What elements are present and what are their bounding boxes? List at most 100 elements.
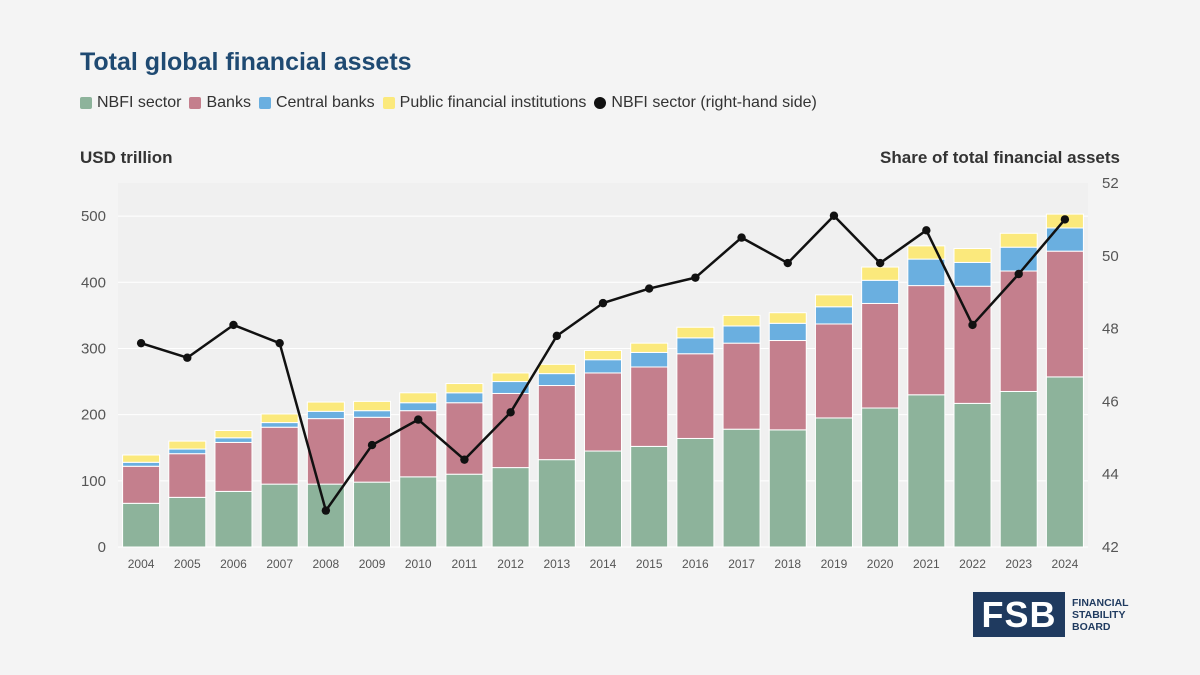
bar-public-financial-institutions-2012 bbox=[491, 372, 530, 383]
bar-nbfi-sector-2023 bbox=[999, 390, 1038, 548]
bar-nbfi-sector-2007 bbox=[260, 483, 299, 548]
legend-label-nbfi-rhs: NBFI sector (right-hand side) bbox=[611, 94, 817, 111]
bar-banks-2024 bbox=[1045, 250, 1084, 378]
nbfi-share-point-2011 bbox=[460, 455, 469, 464]
bar-public-financial-institutions-2020 bbox=[861, 266, 900, 281]
legend-item-central-banks[interactable]: Central banks bbox=[258, 94, 375, 112]
bar-public-financial-institutions-2013 bbox=[537, 363, 576, 375]
bar-central-banks-2005 bbox=[168, 448, 207, 455]
bar-nbfi-sector-2004 bbox=[122, 502, 161, 548]
bar-banks-2007 bbox=[260, 426, 299, 485]
left-axis-title: USD trillion bbox=[80, 148, 173, 167]
legend-swatch-central-banks bbox=[258, 97, 271, 109]
nbfi-share-point-2020 bbox=[875, 258, 885, 268]
bar-banks-2014 bbox=[584, 372, 622, 452]
logo-line-1: FINANCIAL bbox=[1072, 596, 1129, 609]
x-tick-label-2015: 2015 bbox=[636, 557, 663, 571]
y2-tick-label-42: 42 bbox=[1102, 539, 1119, 556]
bar-nbfi-sector-2005 bbox=[168, 496, 207, 548]
x-tick-label-2009: 2009 bbox=[359, 557, 386, 571]
bar-banks-2017 bbox=[722, 342, 761, 430]
nbfi-share-point-2021 bbox=[922, 226, 931, 235]
nbfi-share-point-2006 bbox=[229, 320, 238, 330]
y-tick-label-200: 200 bbox=[81, 407, 106, 424]
bar-public-financial-institutions-2018 bbox=[768, 312, 807, 324]
nbfi-share-point-2012 bbox=[506, 408, 515, 417]
logo-text: FINANCIAL STABILITY BOARD bbox=[1072, 597, 1129, 633]
bar-central-banks-2015 bbox=[630, 351, 669, 368]
x-tick-label-2005: 2005 bbox=[174, 557, 201, 571]
legend-label-nbfi: NBFI sector bbox=[97, 94, 182, 111]
bar-banks-2009 bbox=[353, 416, 392, 483]
x-tick-label-2021: 2021 bbox=[913, 557, 940, 571]
y-tick-label-100: 100 bbox=[81, 473, 106, 490]
y2-tick-label-50: 50 bbox=[1102, 248, 1119, 265]
bar-nbfi-sector-2021 bbox=[907, 394, 946, 548]
x-tick-label-2013: 2013 bbox=[543, 557, 570, 571]
y2-tick-label-46: 46 bbox=[1102, 393, 1119, 410]
chart-title: Total global financial assets bbox=[80, 48, 412, 76]
x-tick-label-2011: 2011 bbox=[452, 557, 478, 571]
bar-nbfi-sector-2016 bbox=[676, 437, 715, 548]
bar-central-banks-2004 bbox=[122, 461, 161, 467]
y2-tick-label-44: 44 bbox=[1102, 466, 1119, 483]
nbfi-share-point-2008 bbox=[321, 506, 331, 515]
fsb-logo: FSB FINANCIAL STABILITY BOARD bbox=[973, 592, 1129, 637]
legend: NBFI sector Banks Central banks Public f… bbox=[80, 94, 825, 112]
bar-public-financial-institutions-2017 bbox=[722, 314, 761, 327]
nbfi-share-point-2022 bbox=[968, 320, 977, 330]
bar-public-financial-institutions-2009 bbox=[353, 400, 392, 412]
x-tick-label-2016: 2016 bbox=[682, 557, 709, 571]
bar-central-banks-2006 bbox=[214, 437, 253, 443]
bar-banks-2021 bbox=[907, 285, 946, 396]
bar-nbfi-sector-2019 bbox=[814, 417, 853, 548]
legend-item-nbfi[interactable]: NBFI sector bbox=[80, 94, 181, 112]
bar-banks-2018 bbox=[768, 340, 807, 431]
x-tick-label-2024: 2024 bbox=[1052, 557, 1079, 571]
bar-banks-2015 bbox=[630, 366, 669, 447]
legend-item-nbfi-rhs[interactable]: NBFI sector (right-hand side) bbox=[594, 94, 817, 112]
nbfi-share-point-2018 bbox=[783, 258, 792, 268]
x-tick-label-2007: 2007 bbox=[266, 557, 293, 571]
x-tick-label-2023: 2023 bbox=[1005, 557, 1032, 571]
legend-swatch-public-fi bbox=[382, 97, 395, 109]
x-tick-label-2018: 2018 bbox=[774, 557, 801, 571]
nbfi-share-point-2004 bbox=[136, 338, 146, 348]
bar-public-financial-institutions-2022 bbox=[953, 248, 992, 263]
bar-nbfi-sector-2018 bbox=[768, 429, 807, 548]
nbfi-share-point-2009 bbox=[367, 440, 377, 450]
nbfi-share-point-2017 bbox=[737, 233, 746, 242]
x-tick-label-2004: 2004 bbox=[128, 557, 155, 571]
nbfi-share-point-2005 bbox=[183, 353, 192, 362]
bar-nbfi-sector-2006 bbox=[214, 490, 253, 548]
bar-public-financial-institutions-2014 bbox=[584, 349, 622, 361]
bar-banks-2020 bbox=[861, 302, 900, 409]
bar-nbfi-sector-2020 bbox=[861, 407, 900, 548]
logo-mark: FSB bbox=[973, 592, 1065, 637]
x-tick-label-2022: 2022 bbox=[959, 557, 986, 571]
bar-central-banks-2008 bbox=[306, 410, 345, 420]
bar-nbfi-sector-2014 bbox=[584, 450, 622, 548]
bar-nbfi-sector-2012 bbox=[491, 467, 530, 548]
bar-nbfi-sector-2009 bbox=[353, 481, 392, 548]
bar-public-financial-institutions-2005 bbox=[168, 440, 207, 450]
bar-central-banks-2024 bbox=[1045, 227, 1084, 252]
x-tick-label-2017: 2017 bbox=[728, 557, 755, 571]
bar-banks-2004 bbox=[122, 465, 161, 504]
bar-central-banks-2009 bbox=[353, 410, 392, 418]
x-tick-label-2010: 2010 bbox=[405, 557, 432, 571]
bar-nbfi-sector-2024 bbox=[1045, 376, 1084, 548]
nbfi-share-point-2015 bbox=[644, 284, 654, 293]
x-tick-label-2014: 2014 bbox=[590, 557, 617, 571]
y-tick-label-0: 0 bbox=[98, 539, 106, 556]
legend-item-public-fi[interactable]: Public financial institutions bbox=[382, 94, 586, 112]
legend-item-banks[interactable]: Banks bbox=[189, 94, 251, 112]
bar-public-financial-institutions-2010 bbox=[399, 392, 438, 404]
nbfi-share-point-2023 bbox=[1014, 269, 1023, 279]
x-tick-label-2008: 2008 bbox=[313, 557, 340, 571]
logo-line-3: BOARD bbox=[1072, 620, 1111, 633]
bar-banks-2005 bbox=[168, 453, 207, 498]
bar-nbfi-sector-2022 bbox=[953, 402, 992, 548]
bar-public-financial-institutions-2015 bbox=[630, 342, 669, 353]
